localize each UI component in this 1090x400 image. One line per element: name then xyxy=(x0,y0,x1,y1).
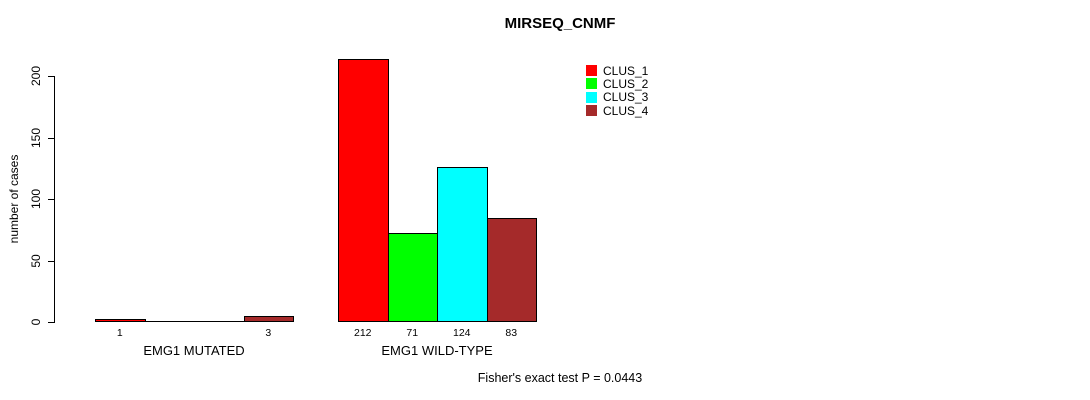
legend-item-clus-3: CLUS_3 xyxy=(586,90,649,105)
bar-value-label: 3 xyxy=(265,327,272,339)
bar-clus-3-emg1-wild-type xyxy=(437,167,488,322)
bar-value-label: 1 xyxy=(116,327,123,339)
bar-clus-4-emg1-wild-type xyxy=(486,217,537,322)
y-tick-mark xyxy=(48,199,55,200)
legend-item-clus-4: CLUS_4 xyxy=(586,103,649,118)
legend-swatch-icon xyxy=(586,78,597,90)
y-tick-label: 200 xyxy=(29,65,43,87)
legend-label: CLUS_4 xyxy=(603,103,649,118)
bar-clus-4-emg1-mutated xyxy=(243,316,294,322)
annotation-text: Fisher's exact test P = 0.0443 xyxy=(477,371,643,385)
legend-label: CLUS_1 xyxy=(603,63,649,78)
bar-value-label: 83 xyxy=(505,327,518,339)
x-group-label-emg1-wild-type: EMG1 WILD-TYPE xyxy=(381,343,493,358)
y-axis-label: number of cases xyxy=(7,154,21,244)
legend-label: CLUS_3 xyxy=(603,90,649,105)
legend-swatch-icon xyxy=(586,91,597,103)
legend-label: CLUS_2 xyxy=(603,76,649,91)
chart-title: MIRSEQ_CNMF xyxy=(504,15,616,32)
bar-clus-1-emg1-wild-type xyxy=(338,59,389,322)
bar-value-label: 212 xyxy=(353,327,372,339)
y-tick-label: 100 xyxy=(29,188,43,210)
legend-item-clus-2: CLUS_2 xyxy=(586,76,649,91)
bar-value-label: 71 xyxy=(406,327,419,339)
legend-item-clus-1: CLUS_1 xyxy=(586,63,649,78)
y-tick-label: 50 xyxy=(29,253,43,268)
y-tick-mark xyxy=(48,137,55,139)
legend-swatch-icon xyxy=(586,65,597,77)
bar-clus-3-emg1-mutated xyxy=(194,321,244,322)
y-tick-mark xyxy=(48,76,55,77)
bar-clus-1-emg1-mutated xyxy=(95,318,146,322)
bar-clus-2-emg1-mutated xyxy=(144,321,194,322)
legend-swatch-icon xyxy=(586,105,597,117)
legend: CLUS_1 CLUS_2 CLUS_3 CLUS_4 xyxy=(586,63,649,118)
y-tick-mark xyxy=(48,260,55,262)
bar-clus-2-emg1-wild-type xyxy=(387,232,438,322)
bar-value-label: 124 xyxy=(452,327,471,339)
x-group-label-emg1-mutated: EMG1 MUTATED xyxy=(143,343,245,358)
y-tick-label: 0 xyxy=(29,318,43,326)
y-tick-label: 150 xyxy=(29,127,43,148)
y-tick-mark xyxy=(48,322,55,323)
